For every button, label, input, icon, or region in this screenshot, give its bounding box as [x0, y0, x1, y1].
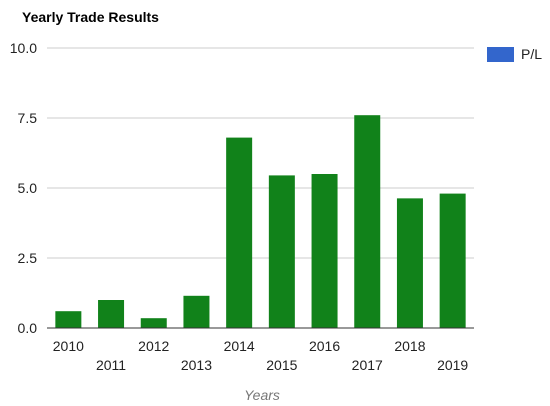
bar-2013[interactable]: [183, 295, 210, 328]
x-tick-label: 2011: [96, 357, 126, 373]
bar-2017[interactable]: [354, 115, 381, 328]
y-tick-label: 0.0: [18, 320, 38, 336]
bar-2014[interactable]: [226, 137, 253, 328]
chart-title: Yearly Trade Results: [22, 9, 159, 25]
x-tick-label: 2016: [309, 338, 340, 354]
legend-swatch: [487, 47, 514, 62]
bars: [55, 115, 466, 328]
bar-2010[interactable]: [55, 311, 82, 328]
y-tick-label: 7.5: [18, 110, 38, 126]
x-tick-label: 2014: [224, 338, 255, 354]
bar-2015[interactable]: [268, 175, 295, 328]
y-tick-label: 5.0: [18, 180, 38, 196]
legend-label: P/L: [521, 46, 542, 62]
x-tick-label: 2010: [53, 338, 84, 354]
bar-2011[interactable]: [98, 300, 125, 328]
bar-2019[interactable]: [439, 193, 466, 328]
y-axis-ticks: 0.0 2.5 5.0 7.5 10.0: [10, 40, 37, 336]
x-tick-label: 2017: [352, 357, 383, 373]
x-tick-label: 2012: [138, 338, 169, 354]
y-tick-label: 2.5: [18, 250, 38, 266]
x-axis-label: Years: [244, 387, 280, 403]
x-tick-label: 2018: [394, 338, 425, 354]
x-tick-label: 2013: [181, 357, 212, 373]
bar-2012[interactable]: [140, 318, 167, 328]
x-tick-label: 2015: [266, 357, 297, 373]
bar-2016[interactable]: [311, 174, 338, 328]
bar-2018[interactable]: [396, 198, 423, 328]
x-axis-ticks: 2010 2011 2012 2013 2014 2015 2016 2017 2018 2019: [53, 338, 469, 373]
legend[interactable]: P/L: [487, 46, 542, 62]
x-tick-label: 2019: [437, 357, 468, 373]
y-tick-label: 10.0: [10, 40, 37, 56]
